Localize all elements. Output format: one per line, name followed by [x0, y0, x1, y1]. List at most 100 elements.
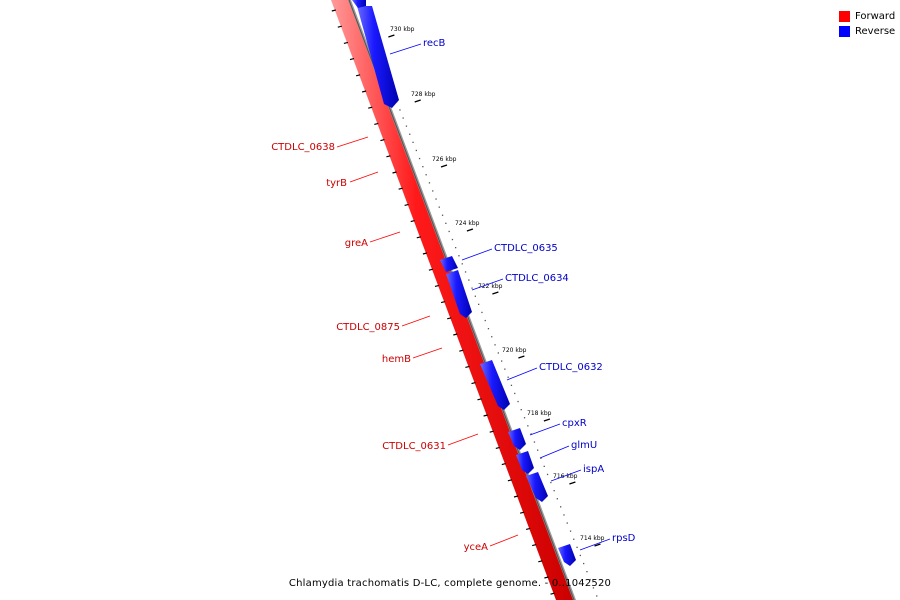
scale-dot — [422, 166, 424, 168]
scale-dot — [563, 514, 565, 516]
gene-label-rpsD[interactable]: rpsD — [612, 533, 636, 544]
tick-label: 720 kbp — [502, 347, 527, 354]
scale-dot — [523, 417, 526, 419]
tick-label: 714 kbp — [580, 535, 605, 542]
forward-tick — [337, 25, 342, 28]
gene-label-yceA[interactable]: yceA — [464, 542, 489, 553]
scale-dot — [474, 295, 476, 297]
scale-dot — [527, 425, 529, 427]
gene-label-recB[interactable]: recB — [423, 38, 446, 49]
forward-tick — [410, 220, 415, 223]
genome-caption: Chlamydia trachomatis D-LC, complete gen… — [288, 578, 612, 589]
gene-label-CTDLC_0634[interactable]: CTDLC_0634 — [505, 273, 569, 284]
scale-dot — [596, 595, 598, 597]
scale-dot — [491, 336, 493, 338]
scale-dot — [497, 352, 499, 354]
gene-label-CTDLC_0632[interactable]: CTDLC_0632 — [539, 362, 603, 373]
gene-block-rpsD[interactable] — [558, 544, 576, 566]
scale-dot — [458, 255, 460, 257]
scale-ticks — [388, 34, 601, 547]
scale-dot — [533, 441, 536, 443]
scale-tick — [492, 291, 499, 295]
scale-tick — [543, 418, 551, 422]
tick-label: 718 kbp — [527, 410, 552, 417]
gene-block-recB[interactable] — [357, 6, 399, 108]
gene-block-ispA[interactable] — [526, 472, 548, 502]
gene-label-CTDLC_0875[interactable]: CTDLC_0875 — [336, 322, 400, 333]
scale-dot — [441, 214, 444, 216]
tick-label: 728 kbp — [411, 91, 436, 98]
scale-dot — [418, 157, 421, 160]
gene-block-top[interactable] — [352, 0, 366, 8]
scale-dot — [530, 433, 532, 435]
forward-tick — [374, 122, 379, 125]
forward-tick — [404, 203, 409, 206]
scale-dot — [455, 247, 457, 249]
scale-dot — [478, 303, 480, 305]
scale-dot — [399, 109, 401, 111]
scale-dot — [435, 198, 437, 200]
tick-label: 724 kbp — [455, 220, 480, 227]
forward-tick — [471, 382, 476, 385]
scale-dot — [415, 149, 417, 152]
forward-tick — [525, 527, 531, 530]
scale-dot — [550, 481, 552, 484]
scale-dot — [507, 376, 509, 378]
forward-tick — [465, 365, 470, 368]
gene-label-ispA[interactable]: ispA — [583, 464, 604, 475]
scale-dot — [566, 522, 568, 524]
scale-tick — [414, 99, 421, 103]
forward-tick — [544, 576, 549, 579]
forward-tick — [355, 74, 361, 77]
legend-label-reverse: Reverse — [855, 26, 896, 37]
forward-tick — [343, 41, 349, 44]
forward-tick — [398, 187, 403, 190]
scale-dot — [402, 117, 404, 119]
forward-tick — [495, 446, 500, 449]
scale-dot — [579, 554, 581, 557]
gene-label-CTDLC_0635[interactable]: CTDLC_0635 — [494, 243, 558, 254]
gene-label-CTDLC_0631[interactable]: CTDLC_0631 — [382, 441, 446, 452]
forward-tick — [392, 171, 397, 174]
tick-label: 722 kbp — [478, 283, 503, 290]
forward-tick — [440, 301, 446, 304]
forward-strand-band — [331, 0, 573, 600]
forward-tick — [513, 495, 519, 498]
scale-dot — [481, 311, 483, 314]
scale-dot — [546, 473, 549, 476]
gene-block-cpxR[interactable] — [508, 428, 526, 450]
forward-tick — [459, 349, 464, 352]
scale-dot — [540, 457, 542, 459]
legend-label-forward: Forward — [855, 11, 896, 22]
scale-dot — [501, 360, 503, 362]
tick-label: 726 kbp — [432, 156, 457, 163]
scale-dot — [409, 133, 411, 135]
forward-tick — [489, 430, 494, 433]
gene-label-hemB[interactable]: hemB — [382, 354, 411, 365]
scale-dot — [425, 174, 427, 176]
gene-block-CTDLC_0632[interactable] — [480, 360, 510, 410]
scale-dot — [556, 498, 558, 500]
scale-dot — [468, 279, 470, 281]
forward-ticks — [331, 9, 555, 595]
gene-block-glmU[interactable] — [516, 451, 534, 474]
gene-label-CTDLC_0638[interactable]: CTDLC_0638 — [271, 142, 335, 153]
scale-dot — [445, 222, 447, 224]
scale-tick — [466, 228, 474, 232]
gene-label-tyrB[interactable]: tyrB — [326, 178, 347, 189]
scale-tick — [569, 481, 576, 485]
scale-dot — [484, 319, 486, 322]
scale-dot — [553, 490, 555, 492]
gene-block-CTDLC_0635[interactable] — [440, 256, 458, 272]
legend-item-reverse: Reverse — [839, 24, 895, 39]
gene-label-greA[interactable]: greA — [345, 238, 368, 249]
forward-tick — [428, 268, 434, 271]
gene-label-glmU[interactable]: glmU — [571, 440, 597, 451]
gene-block-CTDLC_0634[interactable] — [446, 270, 472, 318]
scale-tick — [388, 34, 395, 38]
reverse-labels: recB CTDLC_0635 CTDLC_0634 CTDLC_0632 cp… — [389, 38, 636, 551]
gene-label-cpxR[interactable]: cpxR — [562, 418, 587, 429]
forward-tick — [507, 479, 513, 482]
scale-dot — [520, 409, 522, 411]
forward-tick — [532, 544, 537, 547]
